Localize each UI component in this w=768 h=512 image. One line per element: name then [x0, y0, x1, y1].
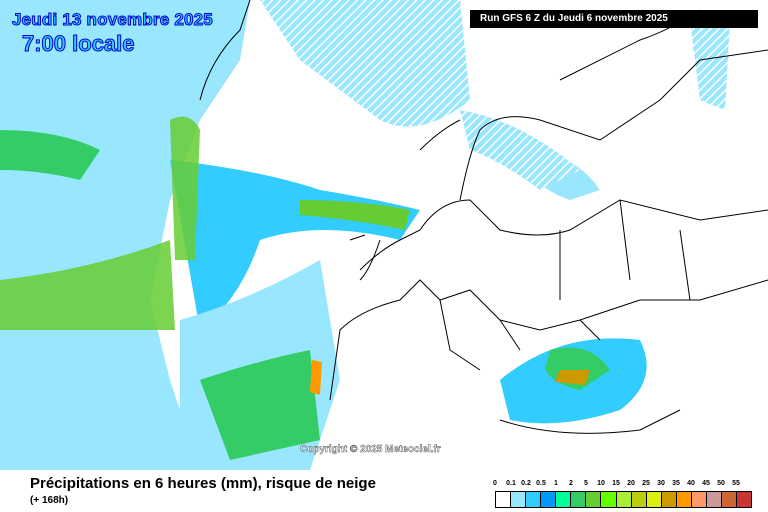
legend-label: 50	[717, 480, 725, 487]
legend-swatch	[646, 492, 662, 507]
legend-swatch	[706, 492, 722, 507]
snow-risk-hatch	[260, 0, 730, 190]
legend-label: 10	[597, 480, 605, 487]
forecast-range: (+ 168h)	[30, 495, 69, 506]
legend-label: 5	[584, 480, 588, 487]
legend-swatch	[616, 492, 632, 507]
legend-swatch	[586, 492, 602, 507]
footer: Précipitations en 6 heures (mm), risque …	[0, 470, 768, 512]
legend-label: 40	[687, 480, 695, 487]
legend-label: 2	[569, 480, 573, 487]
map-title: Précipitations en 6 heures (mm), risque …	[30, 475, 376, 492]
legend-swatch	[631, 492, 647, 507]
forecast-date: Jeudi 13 novembre 2025	[12, 10, 214, 30]
legend-swatch	[496, 492, 512, 507]
legend-label: 0	[493, 480, 497, 487]
legend-swatch	[601, 492, 617, 507]
legend-swatch	[571, 492, 587, 507]
legend-swatch	[511, 492, 527, 507]
legend-swatch	[661, 492, 677, 507]
legend-label: 1	[554, 480, 558, 487]
legend-label: 20	[627, 480, 635, 487]
legend-label: 45	[702, 480, 710, 487]
legend-swatch	[737, 492, 752, 507]
country-borders	[199, 0, 768, 434]
forecast-time: 7:00 locale	[22, 31, 136, 57]
precip-moderate	[0, 116, 610, 460]
legend-label: 0.5	[536, 480, 546, 487]
legend-label: 0.2	[521, 480, 531, 487]
legend-swatch	[691, 492, 707, 507]
legend-swatch	[721, 492, 737, 507]
legend-swatch	[676, 492, 692, 507]
run-info: Run GFS 6 Z du Jeudi 6 novembre 2025	[470, 10, 758, 28]
legend-swatch	[526, 492, 542, 507]
precipitation-map: Jeudi 13 novembre 2025 7:00 locale Run G…	[0, 0, 768, 470]
map-canvas	[0, 0, 768, 470]
legend-label: 25	[642, 480, 650, 487]
legend-label: 15	[612, 480, 620, 487]
legend-label: 55	[732, 480, 740, 487]
legend-swatch	[556, 492, 572, 507]
copyright: Copyright © 2025 Meteociel.fr	[300, 444, 441, 455]
legend-swatch	[541, 492, 557, 507]
legend-label: 0.1	[506, 480, 516, 487]
legend-label: 30	[657, 480, 665, 487]
legend-label: 35	[672, 480, 680, 487]
color-legend: 0 0.1 0.2 0.5 1 2 5 10 15 20 25 30 35 40 45 50 55	[493, 478, 755, 508]
